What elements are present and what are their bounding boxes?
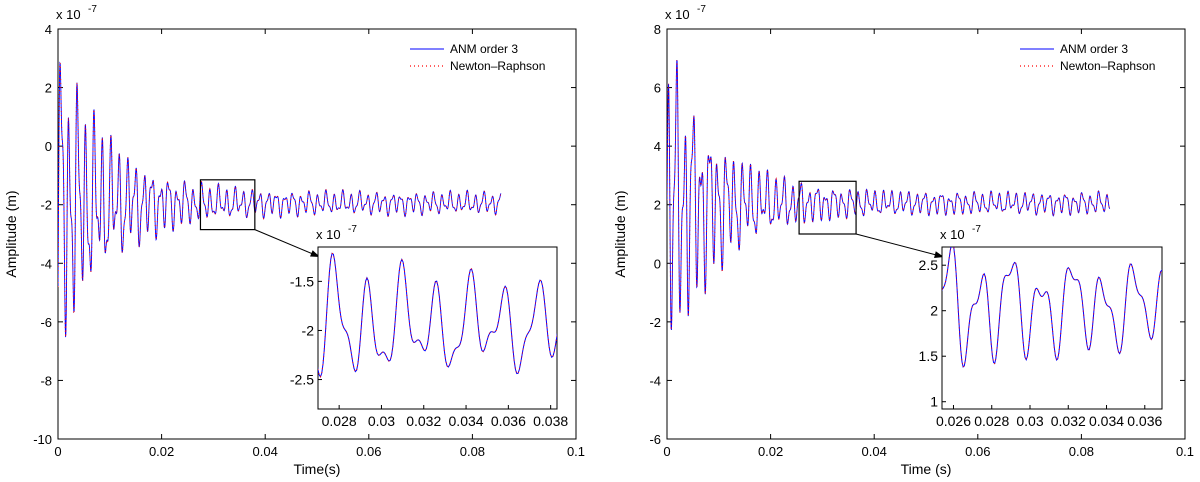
y-tick-label: 4: [45, 22, 52, 37]
inset-y-tick-label: 1: [930, 394, 938, 410]
inset-chart: 0.026 0.028 0.03 0.032 0.034 0.036 2.5 2 1.5 1 x 1…: [919, 224, 1163, 429]
y-multiplier: x 10: [56, 7, 81, 22]
legend-label: Newton–Raphson: [1060, 59, 1155, 73]
inset-y-tick-label: 2: [930, 303, 938, 319]
y-multiplier-exponent: -7: [697, 4, 706, 15]
legend-label: ANM order 3: [450, 42, 518, 56]
inset-y-tick-label: -2.5: [290, 372, 314, 388]
inset-x-tick-label: 0.03: [1016, 413, 1043, 429]
series-newton-line: [667, 59, 1111, 331]
y-tick-label: -6: [40, 315, 52, 330]
inset-y-multiplier: x 10: [316, 227, 341, 242]
y-tick-label: -6: [649, 432, 661, 447]
x-tick-label: 0.04: [862, 444, 887, 459]
y-multiplier: x 10: [665, 7, 690, 22]
x-tick-label: 0.1: [567, 444, 585, 459]
zoom-box: [798, 180, 857, 235]
x-tick-label: 0: [663, 444, 670, 459]
inset-y-tick-label: 1.5: [919, 348, 939, 364]
y-axis-label: Amplitude (m): [3, 190, 19, 277]
inset-x-tick-label: 0.03: [368, 413, 395, 429]
inset-x-tick-label: 0.032: [406, 413, 441, 429]
zoom-arrow-line: [855, 233, 945, 258]
y-tick-label: 4: [654, 139, 661, 154]
y-multiplier-exponent: -7: [88, 4, 97, 15]
x-tick-label: 0.06: [356, 444, 381, 459]
x-tick-label: 0.08: [460, 444, 485, 459]
y-tick-label: 6: [654, 81, 661, 96]
x-tick-label: 0.1: [1176, 444, 1194, 459]
inset-x-tick-label: 0.038: [533, 413, 568, 429]
inset-x-tick-label: 0.032: [1051, 413, 1086, 429]
y-tick-label: 0: [654, 256, 661, 271]
x-tick-label: 0.04: [253, 444, 278, 459]
inset-x-tick-label: 0.036: [1127, 413, 1162, 429]
y-tick-label: -10: [33, 432, 52, 447]
y-tick-label: 2: [654, 198, 661, 213]
zoom-box: [199, 179, 256, 231]
legend: ANM order 3 Newton–Raphson: [1016, 38, 1181, 76]
x-tick-label: 0.02: [149, 444, 174, 459]
inset-series-newton-line: [318, 252, 557, 378]
y-axis-label: Amplitude (m): [612, 190, 628, 277]
x-tick-label: 0: [54, 444, 61, 459]
inset-series-newton-line: [942, 247, 1162, 368]
y-tick-label: 8: [654, 22, 661, 37]
x-axis-label: Time(s): [294, 461, 341, 477]
y-tick-label: -2: [40, 198, 52, 213]
chart-1: 0 0.02 0.04 0.06 0.08 0.1 4 2 0 -2 -4 -6 -8 -10 x 10 -7…: [3, 4, 585, 477]
inset-x-tick-label: 0.034: [449, 413, 484, 429]
legend-box: [1016, 38, 1181, 76]
inset-frame: [317, 246, 558, 410]
inset-y-tick-label: -2: [302, 322, 315, 338]
inset-y-multiplier-exponent: -7: [972, 224, 981, 235]
inset-x-tick-label: 0.028: [322, 413, 357, 429]
legend-label: ANM order 3: [1060, 42, 1128, 56]
y-tick-label: 0: [45, 139, 52, 154]
inset-chart: 0.028 0.03 0.032 0.034 0.036 0.038 -1.5 -2 -2.5 x…: [290, 224, 569, 429]
y-tick-label: -2: [649, 315, 661, 330]
inset-x-tick-label: 0.026: [936, 413, 971, 429]
x-tick-label: 0.06: [965, 444, 990, 459]
inset-y-multiplier: x 10: [940, 227, 965, 242]
y-tick-label: -8: [40, 373, 52, 388]
inset-x-tick-label: 0.034: [1089, 413, 1124, 429]
chart-2: 0 0.02 0.04 0.06 0.08 0.1 8 6 4 2 0 -2 -4 -6 x 10 -7 Tim…: [612, 4, 1194, 477]
x-tick-label: 0.08: [1069, 444, 1094, 459]
inset-x-tick-label: 0.028: [974, 413, 1009, 429]
legend-box: [406, 38, 572, 76]
y-tick-label: 2: [45, 81, 52, 96]
inset-y-tick-label: -1.5: [290, 273, 314, 289]
legend: ANM order 3 Newton–Raphson: [406, 38, 572, 76]
series-anm-line: [58, 61, 502, 338]
plot-frame: [666, 28, 1186, 440]
inset-x-tick-label: 0.036: [491, 413, 526, 429]
y-tick-label: -4: [649, 373, 661, 388]
x-tick-label: 0.02: [758, 444, 783, 459]
legend-label: Newton–Raphson: [450, 59, 545, 73]
x-axis-label: Time (s): [901, 461, 952, 477]
y-tick-label: -4: [40, 256, 52, 271]
inset-y-tick-label: 2.5: [919, 257, 939, 273]
zoom-arrow-line: [254, 229, 321, 258]
inset-y-multiplier-exponent: -7: [348, 224, 357, 235]
